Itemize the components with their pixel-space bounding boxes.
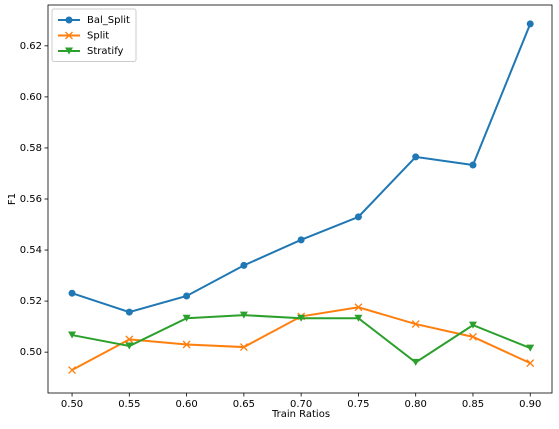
- marker: [411, 320, 420, 329]
- y-tick-label: 0.52: [20, 296, 42, 307]
- x-tick-label: 0.85: [462, 399, 484, 410]
- marker: [239, 343, 248, 352]
- x-tick-label: 0.90: [519, 399, 541, 410]
- marker: [354, 314, 363, 322]
- y-tick-label: 0.56: [20, 194, 42, 205]
- plot-frame: [47, 4, 553, 394]
- marker: [526, 20, 534, 28]
- legend-marker: [65, 47, 73, 55]
- x-tick-label: 0.70: [290, 399, 312, 410]
- marker: [354, 303, 363, 312]
- marker: [68, 289, 76, 297]
- x-tick-label: 0.55: [118, 399, 140, 410]
- y-tick-label: 0.58: [20, 143, 42, 154]
- y-tick-label: 0.54: [20, 245, 42, 256]
- marker: [182, 340, 191, 349]
- marker: [526, 344, 535, 352]
- marker: [125, 308, 133, 316]
- x-tick-label: 0.80: [405, 399, 427, 410]
- legend-label: Bal_Split: [87, 15, 130, 26]
- legend-marker: [65, 31, 73, 40]
- marker: [68, 366, 77, 374]
- marker: [239, 311, 248, 319]
- marker: [469, 161, 477, 169]
- legend-box: [51, 8, 137, 62]
- marker: [526, 359, 535, 368]
- marker: [182, 314, 191, 322]
- x-tick-label: 0.60: [175, 399, 197, 410]
- marker: [411, 358, 420, 366]
- x-tick-label: 0.65: [233, 399, 255, 410]
- legend-marker: [65, 16, 73, 24]
- marker: [297, 236, 305, 244]
- x-tick-label: 0.50: [61, 399, 83, 410]
- y-axis-label: F1: [7, 193, 18, 205]
- y-tick-label: 0.60: [20, 92, 42, 103]
- marker: [469, 332, 477, 341]
- marker: [297, 314, 306, 322]
- marker: [68, 331, 77, 339]
- legend-label: Split: [87, 31, 109, 42]
- y-tick-label: 0.50: [20, 347, 42, 358]
- marker: [240, 261, 248, 269]
- x-tick-label: 0.75: [347, 399, 369, 410]
- marker: [468, 321, 477, 329]
- marker: [125, 335, 134, 344]
- marker: [125, 342, 134, 350]
- marker: [183, 292, 191, 300]
- y-tick-label: 0.62: [20, 41, 42, 52]
- x-axis-label: Train Ratios: [271, 409, 330, 420]
- marker: [354, 213, 362, 221]
- legend-label: Stratify: [87, 46, 124, 57]
- marker: [412, 153, 420, 161]
